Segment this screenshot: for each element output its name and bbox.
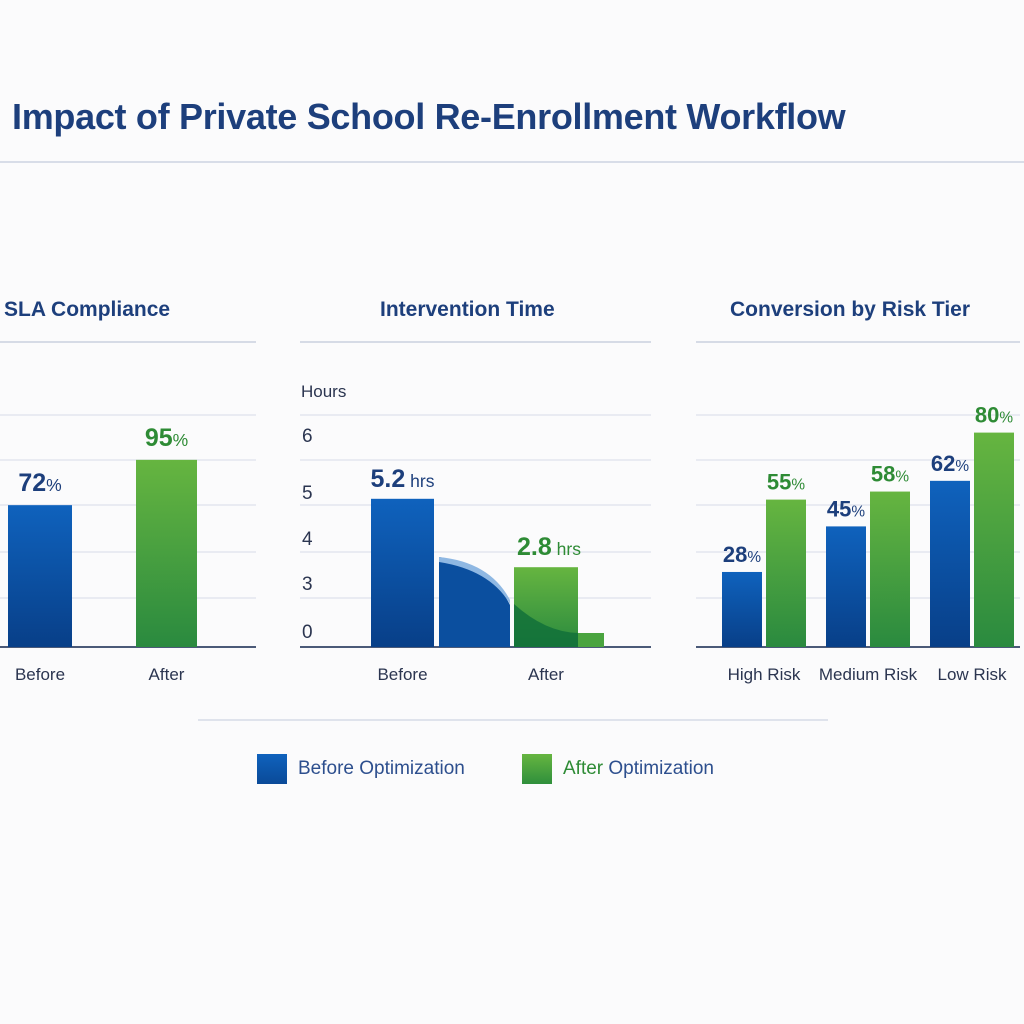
- intervention-bar-before: [371, 498, 434, 647]
- title-divider: [0, 161, 1024, 163]
- legend-label-before: Before Optimization: [298, 758, 465, 779]
- y-tick-label: 6: [302, 426, 313, 447]
- y-tick-label: 0: [302, 622, 313, 643]
- risk-category-label: Medium Risk: [819, 665, 918, 684]
- chart-title-sla: SLA Compliance: [4, 298, 171, 321]
- risk-data-label: 45%: [827, 496, 865, 521]
- risk-category-label: High Risk: [728, 665, 801, 684]
- legend-divider: [198, 719, 828, 721]
- sla-category-label: After: [149, 665, 185, 684]
- sla-bar-before: [8, 505, 72, 647]
- legend-swatch-after: [522, 754, 552, 784]
- risk-data-label: 80%: [975, 403, 1013, 428]
- risk-bar-high-risk-after: [766, 499, 806, 647]
- y-tick-label: 5: [302, 483, 313, 504]
- risk-data-label: 58%: [871, 462, 909, 487]
- legend-label-after-prefix: After: [563, 758, 604, 779]
- risk-bar-low-risk-after: [974, 432, 1014, 647]
- sla-data-label: 95%: [145, 424, 188, 452]
- chart-title-intervention: Intervention Time: [380, 298, 555, 321]
- transition-shape-before: [439, 557, 510, 647]
- legend-label-after: After Optimization: [563, 758, 714, 780]
- intervention-category-label: After: [528, 665, 564, 684]
- risk-bar-high-risk-before: [722, 571, 762, 647]
- legend-swatch-before: [257, 754, 287, 784]
- risk-data-label: 28%: [723, 542, 761, 567]
- sla-bar-after: [136, 459, 197, 647]
- intervention-data-label: 5.2 hrs: [371, 465, 435, 493]
- sla-data-label: 72%: [18, 469, 61, 497]
- risk-bar-low-risk-before: [930, 480, 970, 647]
- risk-bar-medium-risk-after: [870, 491, 910, 647]
- intervention-category-label: Before: [377, 665, 427, 684]
- y-tick-label: 4: [302, 529, 313, 550]
- page-title: Impact of Private School Re-Enrollment W…: [12, 96, 846, 137]
- risk-data-label: 62%: [931, 451, 969, 476]
- chart-title-conversion: Conversion by Risk Tier: [730, 298, 971, 321]
- risk-data-label: 55%: [767, 470, 805, 495]
- risk-category-label: Low Risk: [938, 665, 1007, 684]
- y-axis-label: Hours: [301, 382, 346, 401]
- sla-category-label: Before: [15, 665, 65, 684]
- transition-shape-highlight: [439, 557, 510, 604]
- transition-overlap: [514, 604, 578, 647]
- intervention-data-label: 2.8 hrs: [517, 533, 581, 561]
- y-tick-label: 3: [302, 574, 313, 595]
- risk-bar-medium-risk-before: [826, 526, 866, 647]
- legend-label-after-suffix: Optimization: [603, 758, 714, 779]
